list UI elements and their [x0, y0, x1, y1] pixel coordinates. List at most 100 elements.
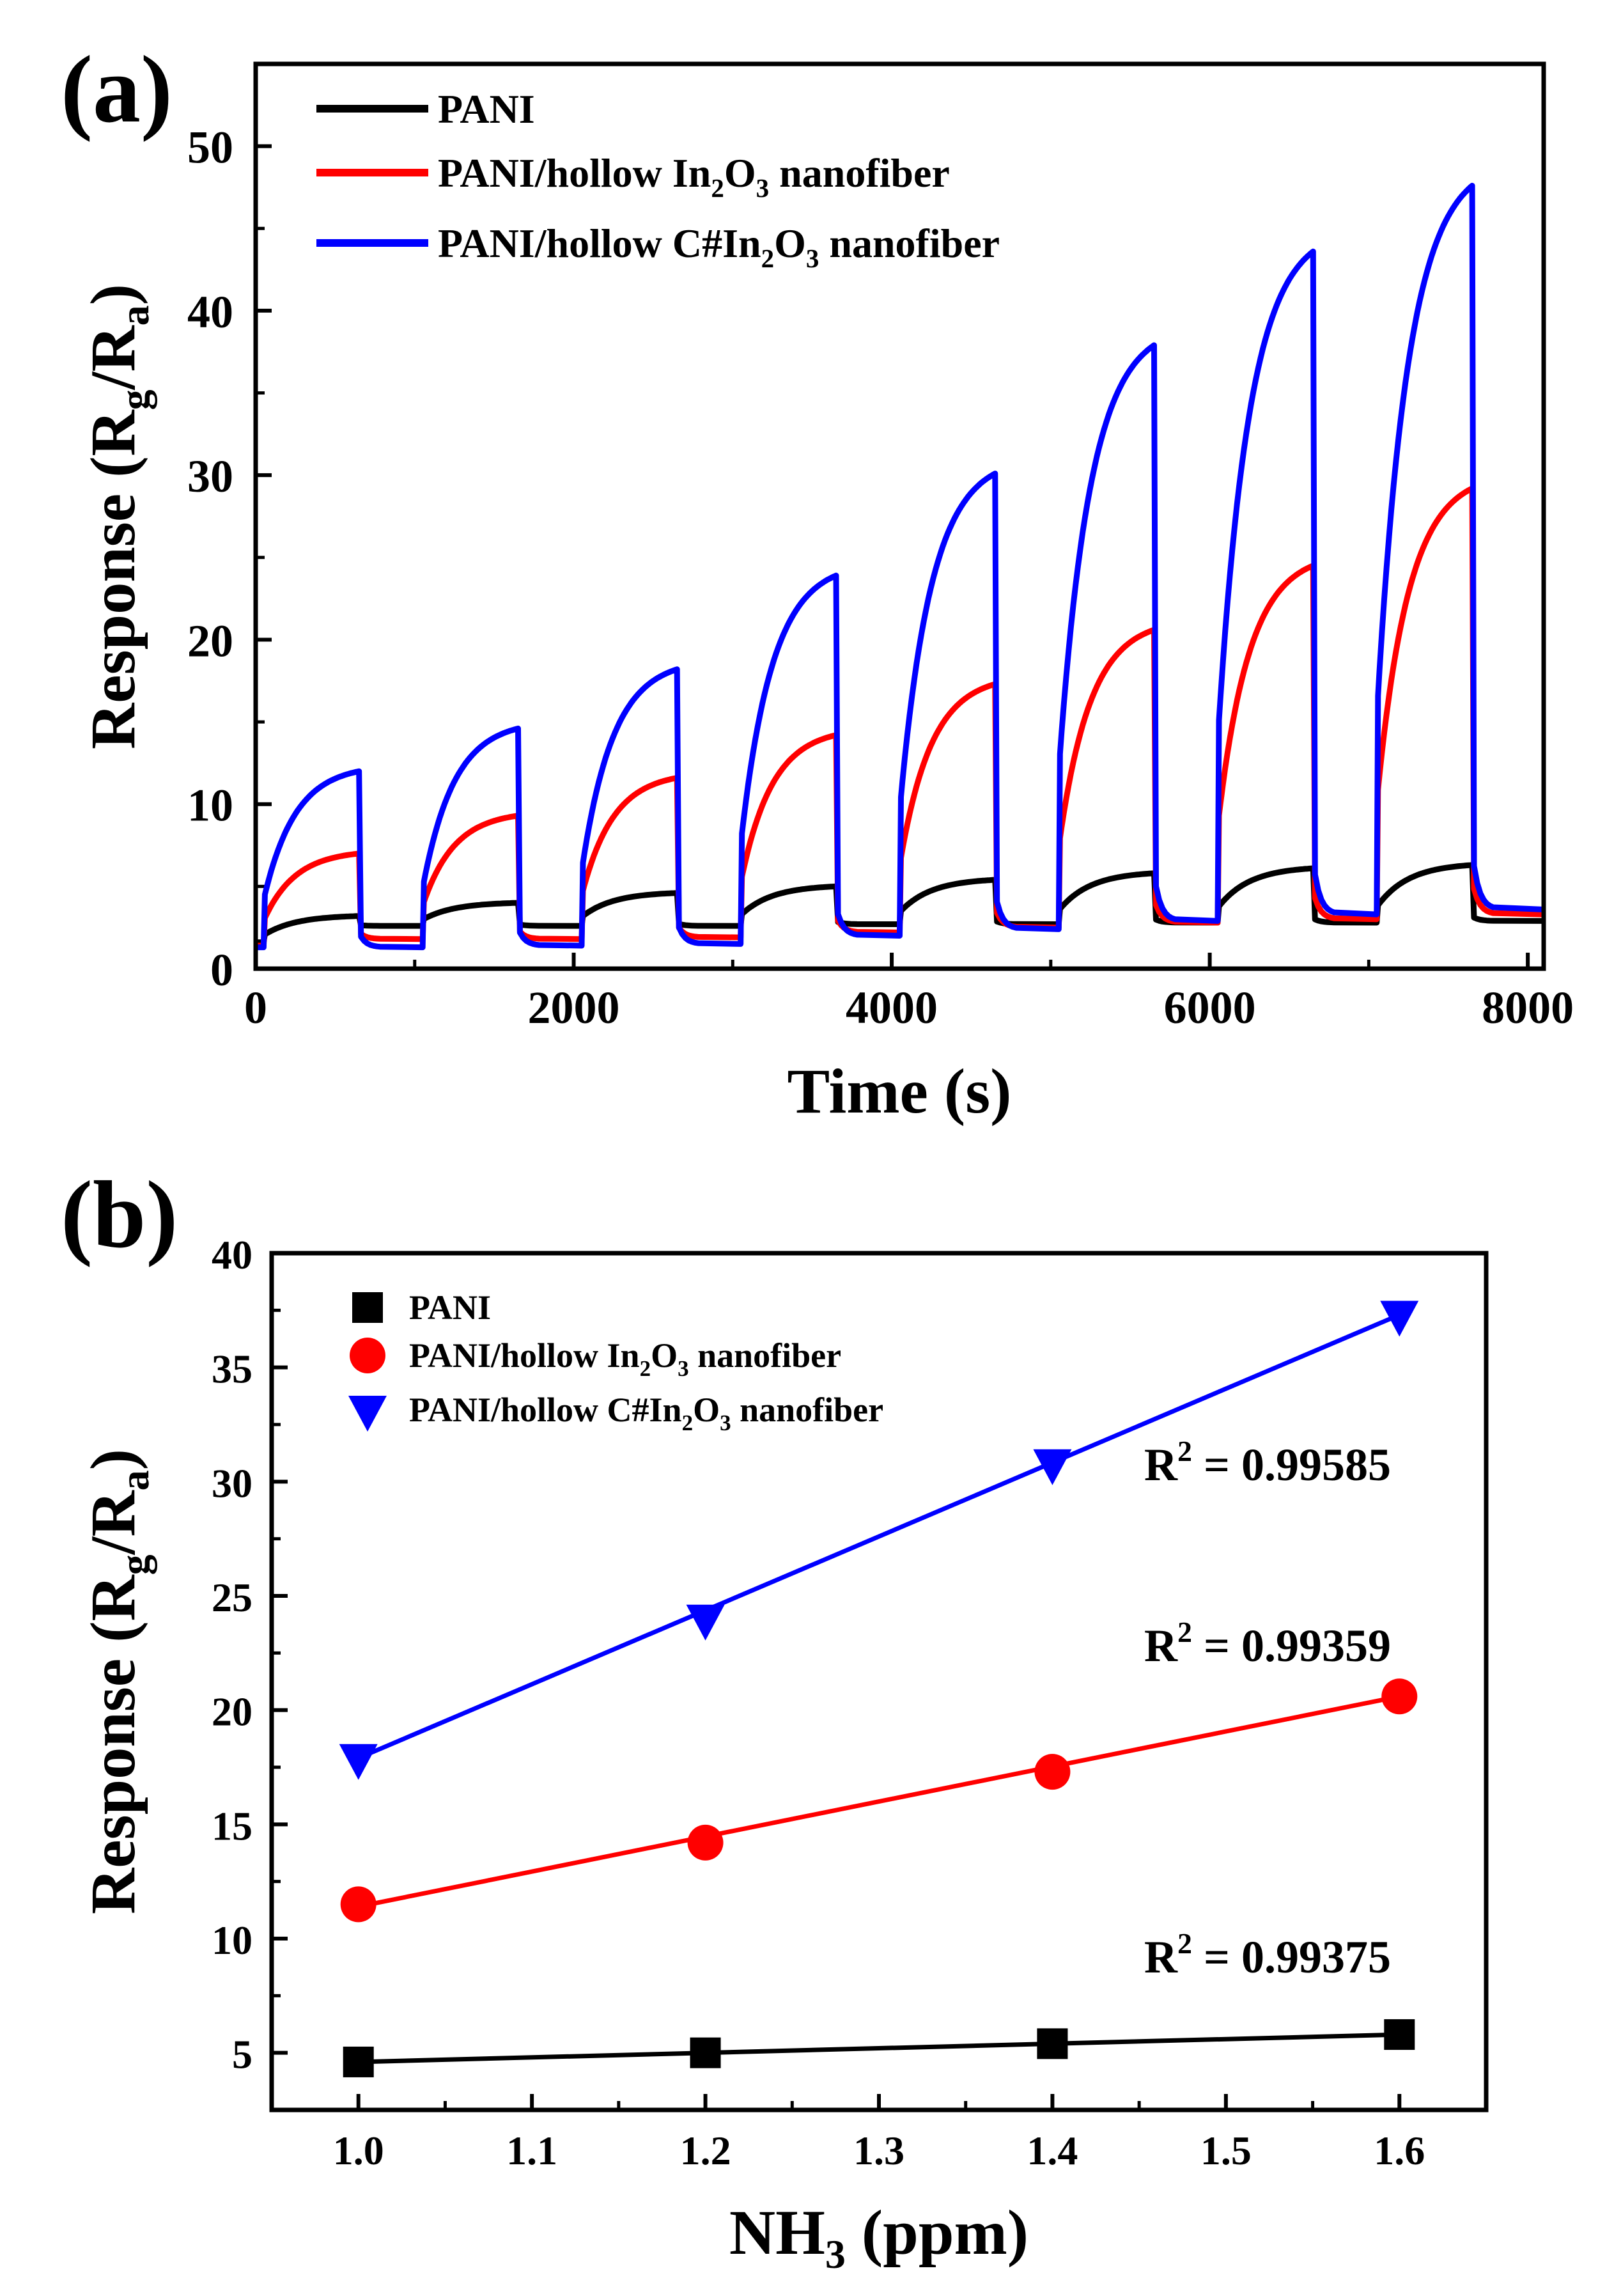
panel-b-y-tick-label: 25 — [212, 1575, 252, 1620]
panel-b-point-1-3 — [1381, 1678, 1418, 1715]
panel-b-ylabel-close: ) — [77, 1449, 148, 1470]
panel-a-legend-label-2: PANI/hollow C#In2O3 nanofiber — [438, 221, 1000, 273]
panel-b-point-1-2 — [1034, 1754, 1071, 1790]
panel-a-series — [256, 182, 1542, 951]
panel-b-point-2-0 — [339, 1744, 378, 1780]
panel-a-legend-label-2-part: 2 — [761, 244, 775, 273]
panel-a-legend-label-1-part: 3 — [756, 173, 770, 203]
panel-b-x-tick-label: 1.5 — [1200, 2128, 1252, 2173]
panel-b-legend-label-1-part: 2 — [640, 1356, 651, 1381]
r2-lead: R — [1144, 1932, 1178, 1983]
panel-a-y-tick-label: 40 — [187, 286, 233, 338]
panel-a-legend: PANI PANI/hollow In2O3 nanofiber PANI/holl… — [316, 86, 1000, 273]
r2-lead: R — [1144, 1620, 1178, 1671]
panel-b-y-tick-label: 40 — [212, 1232, 252, 1277]
panel-b-xlabel-sub: 3 — [825, 2231, 846, 2277]
panel-a-legend-label-1-part: O — [724, 150, 756, 196]
panel-a-series-line-0 — [256, 862, 1542, 946]
panel-a-legend-label-2-part: PANI/hollow C#In — [438, 221, 761, 266]
panel-b-r2-label-1: R2 = 0.99359 — [1144, 1616, 1391, 1671]
r2-value: = 0.99375 — [1192, 1932, 1391, 1983]
panel-a-y-tick-label: 30 — [187, 451, 233, 502]
panel-b-point-0-0 — [343, 2046, 374, 2077]
panel-b-r2-label-0: R2 = 0.99375 — [1144, 1927, 1391, 1983]
panel-b-legend-label-1-part: O — [651, 1336, 678, 1375]
panel-b-fit-line-1 — [358, 1694, 1400, 1909]
panel-a-legend-label-1-part: 2 — [711, 173, 724, 203]
panel-b-fit-line-0 — [358, 2032, 1400, 2065]
panel-b-y-tick-label: 15 — [212, 1803, 252, 1848]
panel-b-y-tick-label: 30 — [212, 1460, 252, 1506]
panel-b-x-tick-label: 1.4 — [1027, 2128, 1078, 2173]
panel-b-legend-marker-2 — [348, 1396, 387, 1432]
panel-b-y-tick-label: 10 — [212, 1917, 252, 1963]
panel-b-point-1-0 — [340, 1886, 376, 1923]
panel-a-y-tick-label: 0 — [210, 944, 233, 996]
panel-a-ylabel-sub-g: g — [112, 389, 157, 410]
panel-b-xlabel-main: NH — [729, 2197, 825, 2268]
panel-a-label: (a) — [61, 36, 173, 143]
panel-b-r2-label-2: R2 = 0.99585 — [1144, 1435, 1391, 1490]
panel-a-ylabel-slash: /R — [77, 325, 148, 391]
panel-b-point-2-1 — [686, 1604, 725, 1641]
panel-b-legend-label-2-part: PANI/hollow C#In — [409, 1391, 682, 1429]
panel-a-y-tick-label: 10 — [187, 780, 233, 831]
panel-a-ylabel-main: Response (R — [77, 409, 148, 749]
panel-a-legend-label-0: PANI — [438, 86, 535, 132]
panel-b-legend-label-1-part: PANI/hollow In — [409, 1336, 640, 1375]
panel-a-frame — [253, 61, 1546, 971]
r2-sup: 2 — [1177, 1435, 1192, 1467]
panel-a-ylabel-close: ) — [77, 284, 148, 305]
panel-a-ylabel: Response (Rg/Ra) — [77, 284, 157, 749]
panel-b-y-tick-label: 35 — [212, 1347, 252, 1392]
panel-b-legend-marker-1 — [350, 1338, 385, 1373]
panel-b-y-tick-label: 5 — [232, 2032, 252, 2077]
panel-a-legend-label-0-part: PANI — [438, 86, 535, 132]
panel-b-axes: 1.0 1.1 1.2 1.3 1.4 1.5 1.6 5 10 15 20 25 30 35 40 — [212, 1232, 1425, 2173]
panel-b-point-0-2 — [1037, 2028, 1068, 2059]
panel-b-xlabel-rest: (ppm) — [846, 2197, 1028, 2268]
panel-a-x-tick-label: 0 — [244, 982, 267, 1033]
panel-b-point-1-1 — [687, 1824, 724, 1861]
panel-b: (b) 1.0 1.1 1.2 1.3 1.4 1.5 1.6 5 10 15 20 25 30 35 40… — [61, 1162, 1489, 2277]
panel-b-y-tick-label: 20 — [212, 1689, 252, 1735]
panel-a-x-tick-label: 8000 — [1482, 982, 1574, 1033]
panel-a-legend-label-2-part: 3 — [806, 244, 819, 273]
panel-b-legend-label-1-part: 3 — [678, 1356, 689, 1381]
panel-b-frame — [269, 1251, 1489, 2112]
panel-a-legend-label-1-part: nanofiber — [769, 150, 950, 196]
panel-a-ylabel-sub-a: a — [112, 305, 157, 325]
panel-b-fit-line-2 — [357, 1313, 1401, 1760]
panel-b-legend-label-1-part: nanofiber — [689, 1336, 842, 1375]
panel-a-x-tick-label: 4000 — [846, 982, 938, 1033]
panel-b-legend-label-2-part: 2 — [682, 1410, 694, 1435]
panel-a-legend-label-2-part: nanofiber — [819, 221, 1000, 266]
panel-b-ylabel-slash: /R — [77, 1490, 148, 1556]
panel-a-series-line-2 — [256, 182, 1542, 951]
r2-value: = 0.99585 — [1192, 1439, 1391, 1490]
panel-b-series — [339, 1300, 1419, 2077]
r2-value: = 0.99359 — [1192, 1620, 1391, 1671]
panel-a-y-tick-label: 50 — [187, 122, 233, 173]
panel-a-x-tick-label: 6000 — [1164, 982, 1256, 1033]
panel-b-x-tick-label: 1.1 — [506, 2128, 557, 2173]
r2-lead: R — [1144, 1439, 1178, 1490]
panel-a-y-tick-label: 20 — [187, 615, 233, 666]
panel-b-point-0-1 — [690, 2037, 721, 2068]
panel-b-point-2-3 — [1380, 1300, 1419, 1337]
panel-a-legend-label-1: PANI/hollow In2O3 nanofiber — [438, 150, 950, 203]
panel-b-legend-label-2-part: 3 — [720, 1410, 731, 1435]
panel-b-point-2-2 — [1033, 1449, 1072, 1485]
panel-a-xlabel: Time (s) — [788, 1056, 1012, 1127]
panel-b-legend-label-0-part: PANI — [409, 1288, 491, 1327]
panel-b-ylabel-sub-g: g — [112, 1554, 157, 1575]
panel-a-legend-label-2-part: O — [774, 221, 806, 266]
panel-b-x-tick-label: 1.0 — [333, 2128, 384, 2173]
panel-b-legend-label-0: PANI — [409, 1288, 491, 1327]
panel-b-legend-label-2: PANI/hollow C#In2O3 nanofiber — [409, 1391, 883, 1435]
panel-b-label: (b) — [61, 1162, 178, 1268]
panel-a-series-line-1 — [256, 485, 1542, 949]
panel-b-x-tick-label: 1.6 — [1374, 2128, 1425, 2173]
